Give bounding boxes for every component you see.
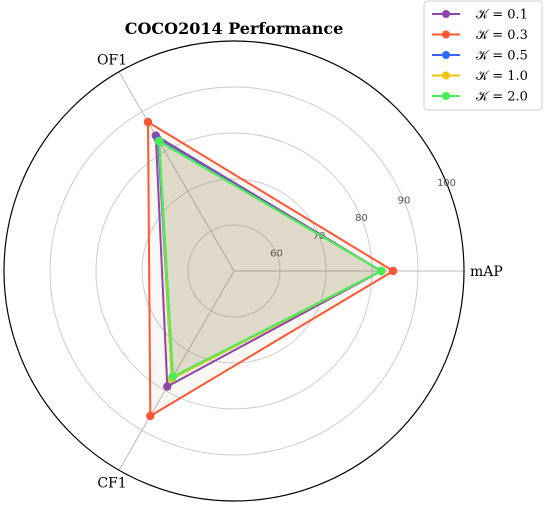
axis-label-map: mAP: [470, 264, 503, 280]
grid-spoke: [118, 71, 235, 272]
legend: 𝒦 = 0.1 𝒦 = 0.3 𝒦 = 0.5 𝒦 = 1.0 𝒦 = 2.0: [423, 0, 543, 111]
axis-labels: mAP OF1 CF1: [97, 53, 503, 492]
series-line: [146, 120, 396, 418]
legend-entry-label: 𝒦 = 2.0: [476, 90, 528, 105]
series-fill: [158, 139, 382, 379]
series-point: [168, 372, 178, 381]
tick-label: 60: [270, 248, 283, 259]
legend-swatch-marker: [442, 51, 450, 59]
series-fill: [159, 141, 382, 377]
series-point: [155, 137, 164, 146]
radar-grid: [3, 40, 465, 502]
series-point: [163, 382, 172, 391]
chart-title: COCO2014 Performance: [125, 19, 344, 38]
tick-label: 80: [355, 213, 368, 224]
series-line: [154, 133, 384, 389]
legend-swatch-marker: [442, 10, 450, 18]
legend-box: [423, 0, 543, 111]
tick-label: 90: [398, 196, 411, 207]
series-line: [158, 139, 384, 379]
legend-swatch-marker: [442, 30, 450, 39]
series-layer: [143, 117, 398, 421]
tick-label: 100: [437, 178, 456, 189]
legend-swatch-marker: [442, 92, 450, 100]
series-point: [143, 117, 153, 127]
series-point: [388, 266, 398, 276]
series-fill: [155, 135, 382, 387]
axis-label-of1: OF1: [97, 53, 127, 69]
legend-entry-label: 𝒦 = 1.0: [476, 69, 528, 84]
legend-entry-label: 𝒦 = 0.5: [476, 49, 528, 64]
series-point: [377, 266, 386, 276]
legend-entry-label: 𝒦 = 0.3: [476, 28, 528, 43]
series-fill: [148, 122, 394, 416]
series-fill: [159, 141, 382, 379]
legend-entry-label: 𝒦 = 0.1: [476, 8, 528, 23]
outer-frame: [3, 40, 465, 502]
tick-label: 70: [313, 231, 326, 242]
legend-swatch-marker: [442, 71, 450, 80]
series-point: [146, 411, 155, 421]
radial-tick-labels: 60 70 80 90 100: [270, 178, 456, 259]
grid-spoke: [118, 270, 235, 471]
axis-label-cf1: CF1: [97, 475, 126, 491]
